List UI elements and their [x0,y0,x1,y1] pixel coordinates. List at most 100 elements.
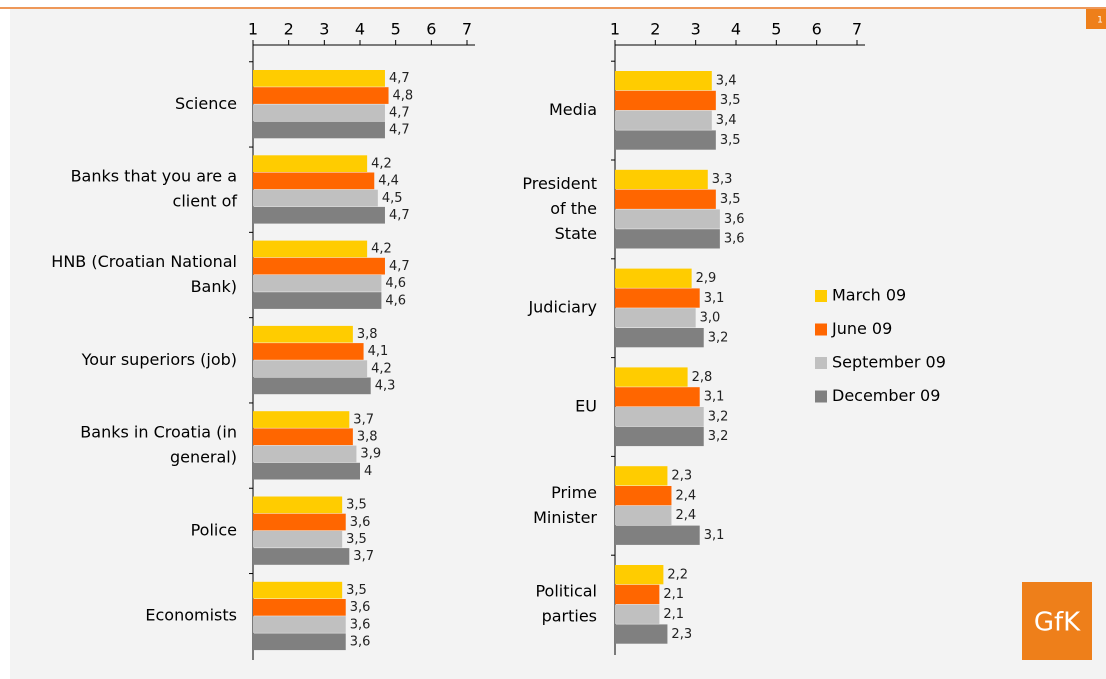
x-tick-label: 5 [391,20,401,39]
value-label: 3,2 [708,330,729,345]
category-label: President [522,174,597,193]
page-number: 1 [1097,16,1103,26]
value-label: 3,6 [724,232,745,247]
value-label: 2,1 [663,587,684,602]
category-label: EU [575,397,597,416]
bar [253,360,368,377]
category-label: HNB (Croatian National [51,252,237,271]
bar [615,209,720,229]
value-label: 3,1 [704,291,725,306]
value-label: 3,2 [708,409,729,424]
legend-swatch [815,357,827,369]
bar [253,155,368,172]
value-label: 4,3 [375,379,396,394]
value-label: 3,7 [353,412,374,427]
bar [253,530,343,548]
value-label: 4,7 [389,71,410,86]
category-label: Banks in Croatia (in [80,423,237,442]
bar [253,445,357,463]
bar [253,462,360,480]
bar [253,121,385,139]
category-label: Science [175,94,237,113]
category-label: Economists [145,606,237,625]
value-label: 3,6 [350,515,371,530]
bar [615,308,696,328]
legend-label: December 09 [832,386,940,405]
value-label: 3,9 [360,447,381,462]
value-label: 2,3 [671,627,692,642]
bar [253,325,353,343]
legend-swatch [815,290,827,302]
category-label: Prime [551,483,597,502]
x-tick-label: 2 [284,20,294,39]
value-label: 3,1 [704,390,725,405]
bar [253,513,346,531]
value-label: 3,5 [720,93,741,108]
value-label: 3,5 [720,192,741,207]
legend-label: June 09 [831,319,892,338]
value-label: 4,2 [371,156,392,171]
value-label: 3,5 [346,498,367,513]
x-tick-label: 4 [731,20,741,39]
bar [615,584,660,605]
x-tick-label: 3 [319,20,329,39]
bar [253,240,368,258]
value-label: 3,4 [716,113,737,128]
value-label: 2,3 [671,469,692,484]
category-label: Police [191,520,237,539]
value-label: 2,4 [675,508,696,523]
logo: GfK [1034,608,1081,638]
bar [253,275,382,292]
bar [615,565,664,585]
value-label: 4,2 [371,361,392,376]
bar [253,189,378,207]
x-tick-label: 5 [771,20,781,39]
bar [615,229,720,249]
bar [615,71,712,91]
category-label: Bank) [191,277,237,296]
bar [253,633,346,651]
value-label: 4,5 [382,191,403,206]
legend-swatch [815,390,827,403]
x-tick-label: 2 [650,20,660,39]
bar [253,292,382,309]
value-label: 4,1 [368,344,389,359]
value-label: 3,2 [708,429,729,444]
value-label: 2,4 [675,488,696,503]
value-label: 4,7 [389,123,410,138]
x-tick-label: 7 [462,20,472,39]
value-label: 2,1 [663,607,684,622]
bar [615,525,700,545]
bar [253,581,343,599]
bar [615,169,708,190]
value-label: 3,5 [346,583,367,598]
value-label: 3,5 [720,133,741,148]
bar [615,367,688,387]
bar [615,328,704,348]
bar [253,87,389,104]
bar [253,411,350,428]
value-label: 2,8 [692,370,713,385]
page-box [1086,9,1106,29]
value-label: 3,6 [724,212,745,227]
bar [615,288,700,308]
category-label: Media [549,100,597,119]
x-tick-label: 4 [355,20,365,39]
bar [253,377,371,395]
bar [253,548,350,565]
value-label: 3,7 [353,549,374,564]
value-label: 4,7 [389,259,410,274]
bar [253,428,353,446]
value-label: 3,4 [716,73,737,88]
bar [253,104,385,122]
bar [615,110,712,130]
category-label: Judiciary [527,298,597,317]
value-label: 4,2 [371,242,392,257]
category-label: general) [170,448,237,467]
bar [615,90,716,111]
value-label: 4,7 [389,106,410,121]
bar [253,172,375,190]
bar [615,407,704,427]
bar [253,70,385,87]
